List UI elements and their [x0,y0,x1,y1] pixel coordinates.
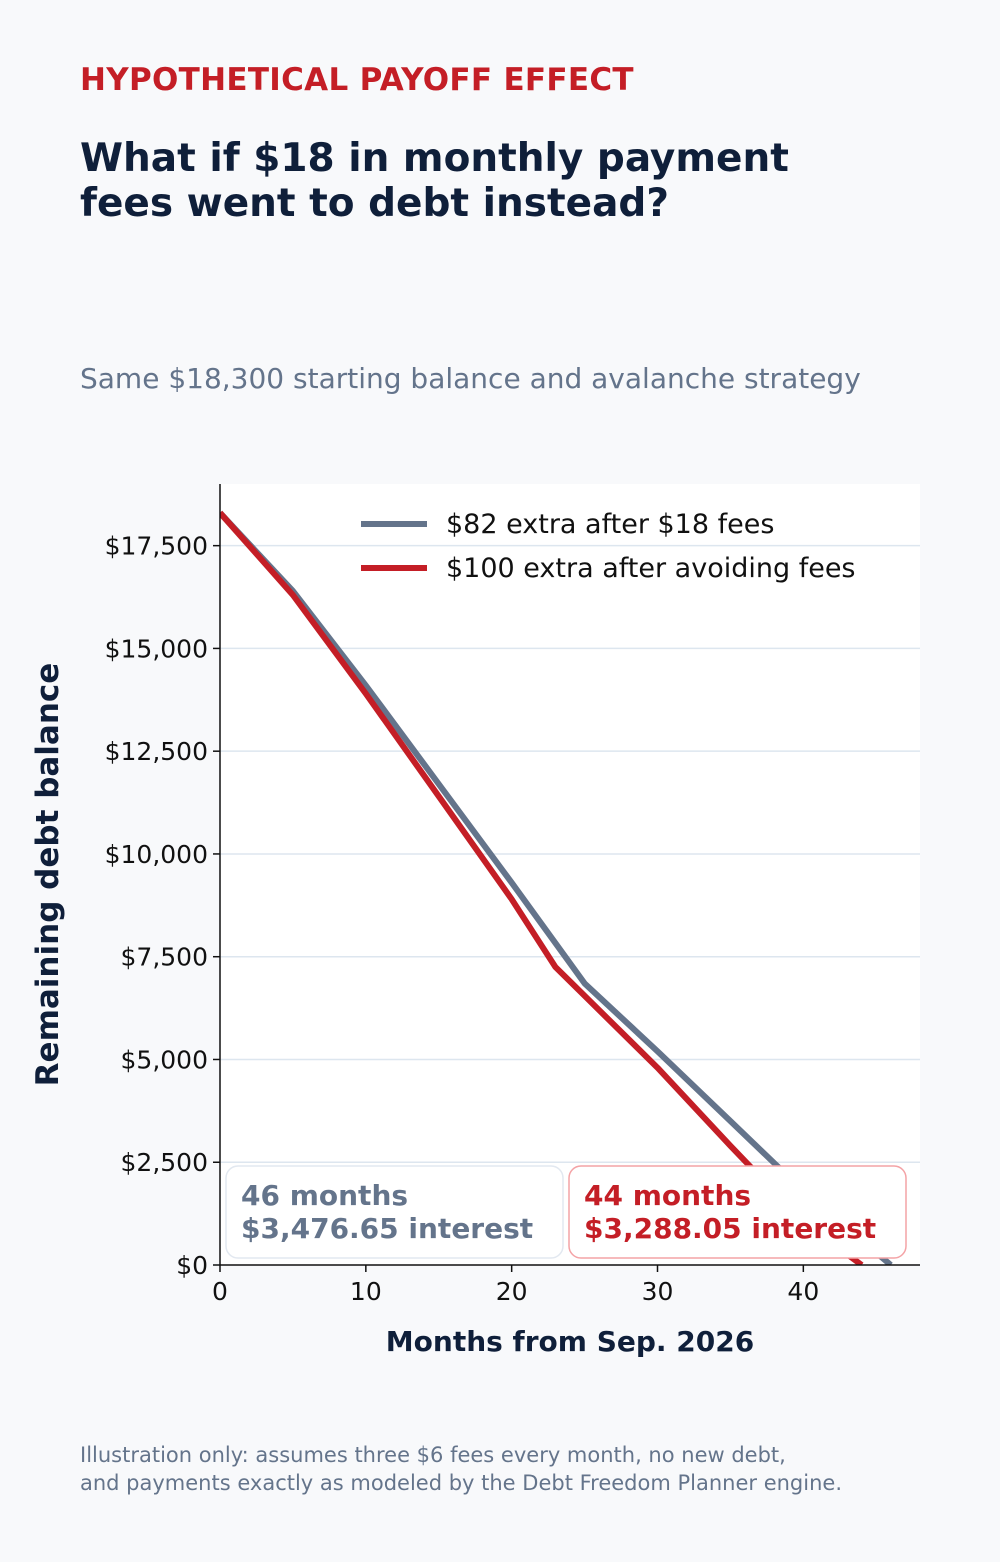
legend-label-0: $82 extra after $18 fees [446,509,774,540]
y-tick-label-5: $12,500 [105,737,208,766]
footnote-line-1: Illustration only: assumes three $6 fees… [80,1443,786,1467]
x-axis-title: Months from Sep. 2026 [386,1325,754,1358]
x-tick-label-0: 0 [212,1277,228,1306]
annotation-interest-0: $3,476.65 interest [241,1212,533,1245]
x-tick-label-3: 30 [642,1277,674,1306]
y-tick-label-3: $7,500 [121,943,208,972]
y-tick-label-6: $15,000 [105,634,208,663]
annotation-box-0 [225,1165,564,1259]
annotation-months-1: 44 months [584,1179,751,1212]
y-tick-label-0: $0 [176,1251,208,1280]
legend-label-1: $100 extra after avoiding fees [446,553,856,584]
y-tick-label-4: $10,000 [105,840,208,869]
payoff-chart: 46 months$3,476.65 interest 44 months$3,2… [30,484,920,1358]
headline-line-2: fees went to debt instead? [80,180,669,226]
plot-background [220,484,920,1265]
y-axis-title: Remaining debt balance [30,663,66,1087]
x-tick-label-2: 20 [496,1277,528,1306]
y-tick-label-7: $17,500 [105,532,208,561]
footnote: Illustration only: assumes three $6 fees… [80,1442,842,1497]
y-tick-label-1: $2,500 [121,1148,208,1177]
eyebrow-label: HYPOTHETICAL PAYOFF EFFECT [80,62,634,98]
annotation-interest-1: $3,288.05 interest [584,1212,876,1245]
subtitle: Same $18,300 starting balance and avalan… [80,362,861,395]
x-tick-label-1: 10 [350,1277,382,1306]
annotation-box-1 [568,1165,907,1259]
y-tick-label-2: $5,000 [121,1045,208,1074]
x-tick-label-4: 40 [787,1277,819,1306]
headline-line-1: What if $18 in monthly payment [80,136,789,181]
footnote-line-2: and payments exactly as modeled by the D… [80,1470,842,1495]
series-line-0 [220,510,893,1265]
headline: What if $18 in monthly payment fees went… [80,136,940,227]
annotation-months-0: 46 months [241,1179,408,1212]
